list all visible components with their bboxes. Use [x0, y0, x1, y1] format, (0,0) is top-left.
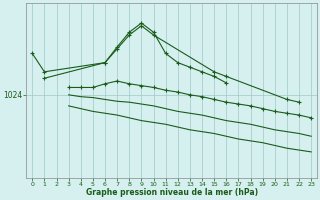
X-axis label: Graphe pression niveau de la mer (hPa): Graphe pression niveau de la mer (hPa): [86, 188, 258, 197]
